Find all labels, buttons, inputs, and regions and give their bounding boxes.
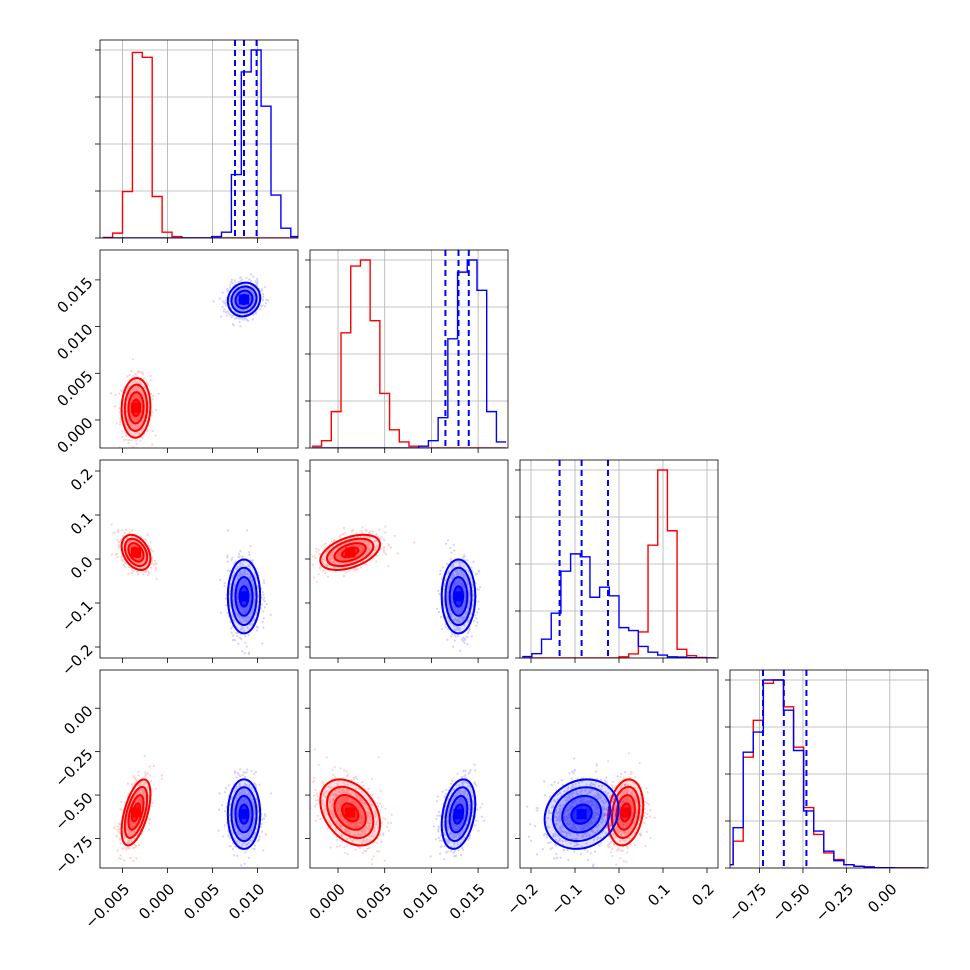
y-tick-label: −0.50	[51, 789, 96, 834]
y-tick-label: 0.2	[67, 465, 97, 495]
histogram-panel-1	[305, 249, 509, 453]
panel-frame	[99, 39, 299, 239]
blue-histogram-step	[522, 553, 716, 658]
panel-frame	[519, 459, 719, 659]
y-tick-label: 0.015	[53, 274, 96, 317]
x-tick-label: 0.015	[446, 880, 489, 923]
panel-frame	[519, 669, 719, 869]
y-tick-label: 0.010	[53, 320, 96, 363]
scatter-panel-1-2	[305, 459, 509, 663]
red-density-peak	[131, 807, 141, 818]
scatter-panel-1-3	[305, 669, 509, 873]
x-tick-labels: −0.005 0.000 0.005 0.010 0.000 0.005 0.010 0.01…	[81, 880, 900, 932]
red-density-peak	[131, 402, 141, 413]
blue-density-peak	[239, 809, 249, 820]
blue-samples	[526, 757, 642, 868]
y-tick-label: −0.75	[51, 832, 96, 877]
red-density-peak	[345, 807, 356, 818]
x-tick-label: 0.00	[864, 880, 900, 916]
y-tick-label: −0.1	[58, 597, 96, 635]
x-tick-label: 0.010	[225, 880, 268, 923]
x-tick-label: 0.005	[352, 880, 395, 923]
red-density-peak	[345, 547, 356, 558]
x-tick-label: −0.25	[812, 880, 857, 925]
panel-frame	[99, 459, 299, 659]
panel-frame	[309, 459, 509, 659]
histogram-panel-2	[515, 459, 719, 663]
x-tick-label: 0.005	[180, 880, 223, 923]
y-tick-label: 0.00	[60, 702, 96, 738]
blue-density-peak	[453, 591, 464, 602]
scatter-panel-0-3	[95, 669, 299, 873]
x-tick-label: 0.2	[688, 880, 718, 910]
histogram-panel-0	[95, 39, 299, 243]
blue-density-peak	[576, 809, 587, 820]
x-tick-label: −0.005	[81, 880, 133, 932]
x-tick-label: 0.000	[135, 880, 178, 923]
x-tick-label: 0.0	[600, 880, 630, 910]
y-tick-label: 0.0	[67, 553, 97, 583]
histogram-panel-3	[725, 669, 929, 873]
x-tick-label: 0.000	[306, 880, 349, 923]
y-tick-label: 0.1	[67, 509, 97, 539]
red-density-peak	[131, 547, 141, 558]
red-histogram-step	[311, 259, 507, 448]
x-tick-label: −0.50	[768, 880, 813, 925]
x-tick-label: −0.1	[547, 880, 585, 918]
panel-frame	[99, 669, 299, 869]
y-tick-label: 0.000	[53, 414, 96, 457]
blue-density-peak	[239, 294, 249, 305]
panel-frame	[309, 669, 509, 869]
y-tick-label: −0.25	[51, 745, 96, 790]
panel-frame	[99, 249, 299, 449]
x-tick-label: −0.75	[725, 880, 770, 925]
panel-frame	[309, 249, 509, 449]
panel-frame	[729, 669, 929, 869]
blue-density-peak	[239, 591, 249, 602]
blue-density-peak	[453, 809, 464, 820]
scatter-panel-2-3	[515, 669, 719, 873]
y-tick-label: −0.2	[58, 641, 96, 679]
red-density-peak	[620, 807, 631, 818]
x-tick-label: 0.010	[399, 880, 442, 923]
blue-histogram-step	[102, 49, 298, 238]
red-histogram-step	[102, 51, 298, 238]
scatter-panel-0-2	[95, 459, 299, 663]
blue-histogram-step	[311, 259, 507, 448]
y-tick-label: 0.005	[53, 367, 96, 410]
x-tick-label: 0.1	[644, 880, 674, 910]
x-tick-label: −0.2	[503, 880, 541, 918]
scatter-panel-0-1	[95, 249, 299, 453]
